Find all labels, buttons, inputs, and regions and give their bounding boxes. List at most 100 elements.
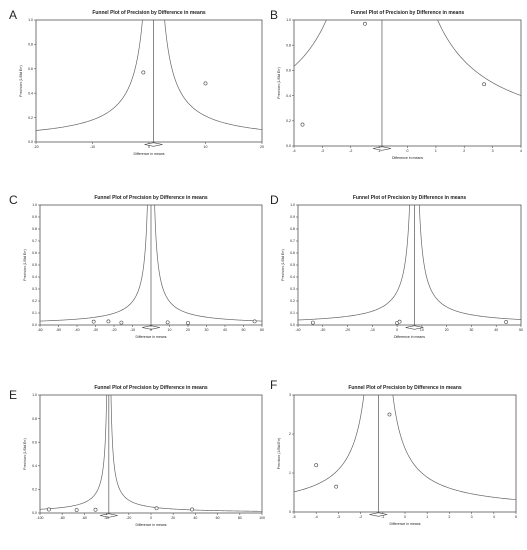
- x-tick-label: -30: [93, 328, 98, 332]
- study-point: [387, 412, 392, 417]
- x-tick-label: -20: [126, 516, 131, 520]
- x-axis-label: Difference in means: [394, 335, 425, 339]
- study-point: [74, 508, 79, 512]
- x-tick-label: 0: [396, 328, 398, 332]
- funnel-left-curve: [294, 20, 327, 67]
- summary-diamond: [142, 325, 160, 330]
- funnel-right-curve: [154, 205, 262, 322]
- x-tick-label: 80: [238, 516, 242, 520]
- chart-title: Funnel Plot of Precision by Difference i…: [94, 385, 208, 391]
- x-tick-label: -2: [349, 149, 352, 153]
- x-tick-label: 3: [492, 149, 494, 153]
- y-axis-label: Precision (1/Std Err): [19, 65, 23, 97]
- x-tick-label: 10: [204, 145, 208, 149]
- y-tick-label: 0.6: [32, 440, 37, 444]
- funnel: [298, 205, 521, 325]
- summary-diamond: [372, 146, 392, 151]
- y-tick-label: 0.2: [286, 119, 291, 123]
- plot-frame: [39, 394, 263, 514]
- study-point: [186, 320, 190, 325]
- y-axis-label: Precision (1/Std Err): [281, 249, 285, 281]
- x-tick-label: -10: [370, 328, 375, 332]
- x-axis-label: Difference in means: [135, 335, 166, 339]
- y-tick-label: 0.4: [286, 94, 291, 98]
- summary-diamond: [99, 513, 118, 518]
- x-tick-label: -1: [381, 515, 384, 519]
- x-axis-label: Difference in means: [133, 152, 164, 156]
- x-tick-label: 20: [171, 516, 175, 520]
- y-tick-label: 0.3: [290, 287, 295, 291]
- funnel: [40, 395, 262, 513]
- funnel-right-curve: [437, 20, 521, 96]
- funnel: [294, 20, 521, 146]
- summary-diamond: [405, 325, 424, 330]
- panel-b: B Funnel Plot of Precision by Difference …: [270, 8, 522, 160]
- funnel-right-curve: [164, 20, 262, 130]
- summary-diamond: [369, 512, 388, 517]
- x-tick-label: 4: [520, 149, 522, 153]
- study-point: [154, 506, 159, 511]
- x-tick-label: -1: [378, 149, 381, 153]
- study-point: [141, 70, 146, 75]
- y-tick-label: 0.6: [290, 251, 295, 255]
- x-tick-label: -10: [130, 328, 135, 332]
- x-tick-label: -3: [337, 515, 340, 519]
- y-tick-label: 1.0: [32, 393, 37, 397]
- x-tick-label: 1: [435, 149, 437, 153]
- y-tick-label: 0.4: [290, 275, 295, 279]
- panel-letter: A: [9, 8, 17, 22]
- plot-frame: [293, 19, 522, 147]
- x-tick-label: 60: [260, 328, 264, 332]
- x-tick-label: -60: [37, 328, 42, 332]
- panel-f: F Funnel Plot of Precision by Difference …: [270, 378, 517, 526]
- x-tick-label: -5: [292, 515, 295, 519]
- x-tick-label: -40: [74, 328, 79, 332]
- panel-letter: C: [9, 193, 18, 207]
- study-point: [300, 122, 305, 127]
- study-point: [203, 81, 208, 86]
- study-point: [334, 484, 339, 489]
- x-tick-label: 2: [463, 149, 465, 153]
- study-point: [482, 82, 487, 87]
- funnel-left-curve: [298, 205, 410, 321]
- y-tick-label: 0.6: [286, 69, 291, 73]
- y-axis-label: Precision (1/Std Err): [277, 438, 281, 470]
- chart-title: Funnel Plot of Precision by Difference i…: [351, 10, 465, 16]
- panel-letter: F: [270, 378, 277, 392]
- x-tick-label: 0: [407, 149, 409, 153]
- study-point: [46, 507, 51, 512]
- x-tick-label: 40: [494, 328, 498, 332]
- x-tick-label: -3: [321, 149, 324, 153]
- study-point: [504, 320, 509, 324]
- y-tick-label: 1.0: [286, 18, 291, 22]
- x-tick-label: -4: [315, 515, 318, 519]
- study-point: [165, 320, 170, 325]
- panel-e: E Funnel Plot of Precision by Difference …: [9, 385, 265, 527]
- x-tick-label: -4: [292, 149, 295, 153]
- y-tick-label: 1.0: [28, 18, 33, 22]
- x-axis-label: Difference in means: [392, 156, 423, 160]
- x-tick-label: -20: [111, 328, 116, 332]
- y-tick-label: 0.5: [290, 263, 295, 267]
- funnel-left-curve: [294, 395, 365, 493]
- y-tick-label: 0.8: [28, 43, 33, 47]
- x-tick-label: 10: [420, 328, 424, 332]
- chart-title: Funnel Plot of Precision by Difference i…: [353, 195, 467, 201]
- y-tick-label: 0.1: [32, 311, 37, 315]
- y-axis-label: Precision (1/Std Err): [23, 249, 27, 281]
- y-tick-label: 0.4: [28, 91, 33, 95]
- y-tick-label: 3: [289, 393, 291, 397]
- x-axis-label: Difference in means: [135, 523, 166, 527]
- y-tick-label: 0.8: [32, 417, 37, 421]
- y-tick-label: 0.0: [28, 140, 33, 144]
- funnel-right-curve: [392, 395, 516, 501]
- y-tick-label: 0.0: [32, 511, 37, 515]
- y-axis-label: Precision (1/Std Err): [277, 67, 281, 99]
- funnel-left-curve: [36, 20, 143, 131]
- x-tick-label: 3: [471, 515, 473, 519]
- study-point: [119, 320, 124, 325]
- x-tick-label: -60: [82, 516, 87, 520]
- study-point: [252, 319, 257, 324]
- funnel-right-curve: [110, 395, 262, 512]
- plot-frame: [293, 394, 517, 513]
